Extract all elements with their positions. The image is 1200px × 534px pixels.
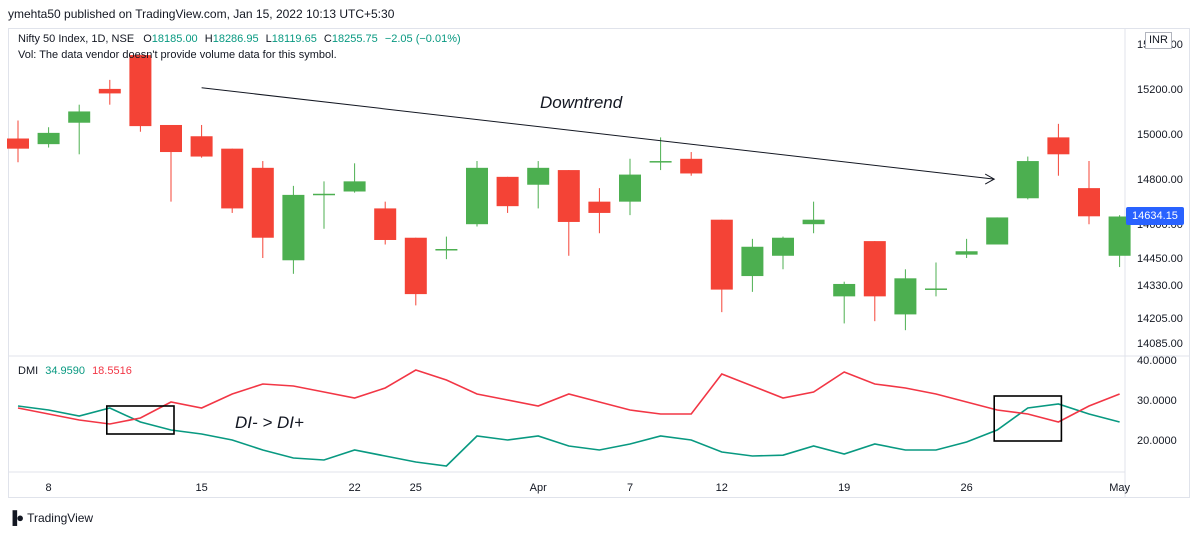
low-label: L xyxy=(265,33,272,45)
candle-down xyxy=(160,124,182,153)
candle-up xyxy=(527,167,550,185)
last-price-label: 14634.15 xyxy=(1126,207,1184,225)
candle-up xyxy=(466,167,488,225)
time-axis-tick: 22 xyxy=(348,482,360,494)
candle-down xyxy=(404,237,427,295)
price-axis-tick: 14085.00 xyxy=(1137,338,1183,350)
candle-up xyxy=(649,161,672,163)
candle-up xyxy=(313,193,335,196)
close-label: C xyxy=(323,33,332,45)
dmi-axis-tick: 30.0000 xyxy=(1137,395,1177,407)
change-value: −2.05 (−0.01%) xyxy=(384,33,461,45)
price-axis-tick: 14450.00 xyxy=(1137,253,1183,265)
time-axis-tick: 19 xyxy=(838,482,850,494)
time-axis-tick: Apr xyxy=(530,482,547,494)
candle-down xyxy=(129,55,152,127)
candle-up xyxy=(343,181,366,192)
time-axis-tick: 7 xyxy=(627,482,633,494)
footer: ▐● TradingView xyxy=(8,510,93,525)
time-axis-tick: May xyxy=(1109,482,1130,494)
chart-frame[interactable] xyxy=(8,28,1190,498)
candle-up xyxy=(833,283,856,297)
tradingview-logo-icon[interactable]: ▐● xyxy=(8,510,24,525)
time-axis-tick: 25 xyxy=(410,482,422,494)
price-axis-tick: 15000.00 xyxy=(1137,129,1183,141)
price-axis-tick: 14800.00 xyxy=(1137,174,1183,186)
dmi-name[interactable]: DMI xyxy=(18,365,39,377)
low-value: 18119.65 xyxy=(271,33,317,45)
crossover-box xyxy=(106,405,175,435)
dmi-plus-value: 18.5516 xyxy=(92,365,132,377)
candle-up xyxy=(802,219,825,225)
candle-up xyxy=(772,237,794,256)
candle-down xyxy=(680,158,703,174)
candle-down xyxy=(7,138,29,149)
candle-up xyxy=(282,194,305,261)
candle-up xyxy=(925,288,947,290)
volume-legend: Vol: The data vendor doesn't provide vol… xyxy=(18,49,337,61)
candle-down xyxy=(221,148,244,209)
crossover-box xyxy=(993,395,1063,442)
candle-up xyxy=(986,217,1009,245)
symbol-legend[interactable]: Nifty 50 Index, 1D, NSE O18185.00 H18286… xyxy=(18,33,461,45)
symbol-name[interactable]: Nifty 50 Index, 1D, NSE xyxy=(18,33,135,45)
candle-up xyxy=(741,246,764,277)
crossover-label: DI- > DI+ xyxy=(235,413,304,432)
candle-up xyxy=(37,132,60,145)
candle-down xyxy=(374,208,397,240)
candle-down xyxy=(710,219,733,290)
close-value: 18255.75 xyxy=(331,33,378,45)
candle-up xyxy=(435,249,458,251)
candle-down xyxy=(557,170,580,222)
candle-up xyxy=(1108,216,1131,256)
candle-down xyxy=(588,201,611,213)
candle-down xyxy=(190,136,213,157)
downtrend-line xyxy=(201,87,995,180)
high-label: H xyxy=(204,33,213,45)
publisher-info: ymehta50 published on TradingView.com, J… xyxy=(8,7,395,21)
candle-down xyxy=(1047,137,1070,155)
price-axis-tick: 15200.00 xyxy=(1137,84,1183,96)
candle-down xyxy=(863,241,886,297)
downtrend-arrowhead xyxy=(984,173,996,185)
dmi-axis-tick: 20.0000 xyxy=(1137,435,1177,447)
downtrend-label: Downtrend xyxy=(540,93,623,112)
currency-badge[interactable]: INR xyxy=(1145,32,1172,49)
open-value: 18185.00 xyxy=(151,33,198,45)
di-plus-line xyxy=(17,369,1120,425)
header-bar: ymehta50 published on TradingView.com, J… xyxy=(0,0,1200,28)
dmi-legend[interactable]: DMI 34.9590 18.5516 xyxy=(18,365,132,377)
candle-down xyxy=(251,167,274,238)
time-axis-tick: 15 xyxy=(195,482,207,494)
high-value: 18286.95 xyxy=(212,33,259,45)
open-label: O xyxy=(143,33,152,45)
time-axis-tick: 26 xyxy=(960,482,972,494)
candle-down xyxy=(496,176,519,207)
price-axis-tick: 14330.00 xyxy=(1137,280,1183,292)
candle-up xyxy=(1016,161,1039,199)
candle-up xyxy=(619,174,641,202)
candle-up xyxy=(68,111,91,123)
price-axis-tick: 14205.00 xyxy=(1137,313,1183,325)
dmi-axis-tick: 40.0000 xyxy=(1137,355,1177,367)
di-minus-line xyxy=(17,403,1120,467)
candle-down xyxy=(1078,188,1100,217)
footer-brand[interactable]: TradingView xyxy=(27,510,94,525)
candle-up xyxy=(955,251,978,255)
time-axis-tick: 8 xyxy=(46,482,52,494)
dmi-minus-value: 34.9590 xyxy=(45,365,85,377)
time-axis-tick: 12 xyxy=(716,482,728,494)
candle-up xyxy=(894,278,917,315)
candle-down xyxy=(98,88,121,94)
